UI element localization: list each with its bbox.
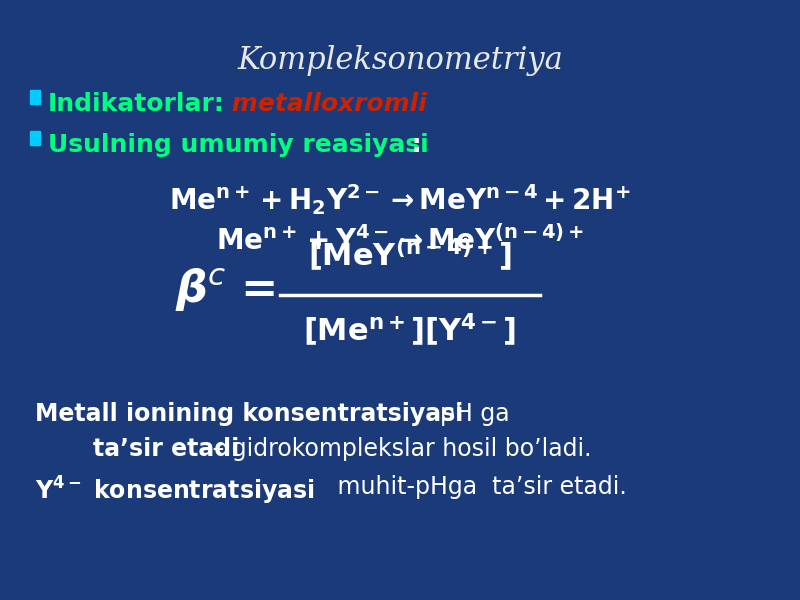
Text: $\mathbf{Me^{n+} + H_2Y^{2-} \rightarrow MeY^{n-4} + 2H^{+}}$: $\mathbf{Me^{n+} + H_2Y^{2-} \rightarrow… [169, 182, 631, 217]
Text: – gidrokomplekslar hosil bo’ladi.: – gidrokomplekslar hosil bo’ladi. [205, 437, 591, 461]
Text: Indikatorlar:: Indikatorlar: [48, 92, 225, 116]
Text: $\mathbf{Me^{n+} + Y^{4-}{\rightarrow} MeY^{(n-4)+}}$: $\mathbf{Me^{n+} + Y^{4-}{\rightarrow} M… [216, 225, 584, 256]
Text: muhit-pHga  ta’sir etadi.: muhit-pHga ta’sir etadi. [330, 475, 626, 499]
Text: $\mathbf{Y^{4-}}$ $\mathbf{konsentratsiyasi}$: $\mathbf{Y^{4-}}$ $\mathbf{konsentratsiy… [35, 475, 315, 507]
Text: $\mathbf{[Me^{n+}][Y^{4-}]}$: $\mathbf{[Me^{n+}][Y^{4-}]}$ [303, 311, 517, 349]
Text: metalloxromli: metalloxromli [223, 92, 427, 116]
Text: ta’sir etadi: ta’sir etadi [60, 437, 239, 461]
Text: Metall ionining konsentratsiyasi: Metall ionining konsentratsiyasi [35, 402, 463, 426]
Bar [30, 131, 40, 145]
Text: =: = [240, 269, 278, 311]
Bar [30, 90, 40, 104]
Text: Usulning umumiy reasiyasi: Usulning umumiy reasiyasi [48, 133, 429, 157]
Text: $\mathbf{[MeY^{(n-4)+}]}$: $\mathbf{[MeY^{(n-4)+}]}$ [308, 237, 512, 273]
Text: Kompleksonometriya: Kompleksonometriya [237, 45, 563, 76]
Text: pH ga: pH ga [425, 402, 510, 426]
Text: $\boldsymbol{\beta}^c$: $\boldsymbol{\beta}^c$ [175, 266, 226, 314]
Text: :: : [403, 133, 422, 157]
